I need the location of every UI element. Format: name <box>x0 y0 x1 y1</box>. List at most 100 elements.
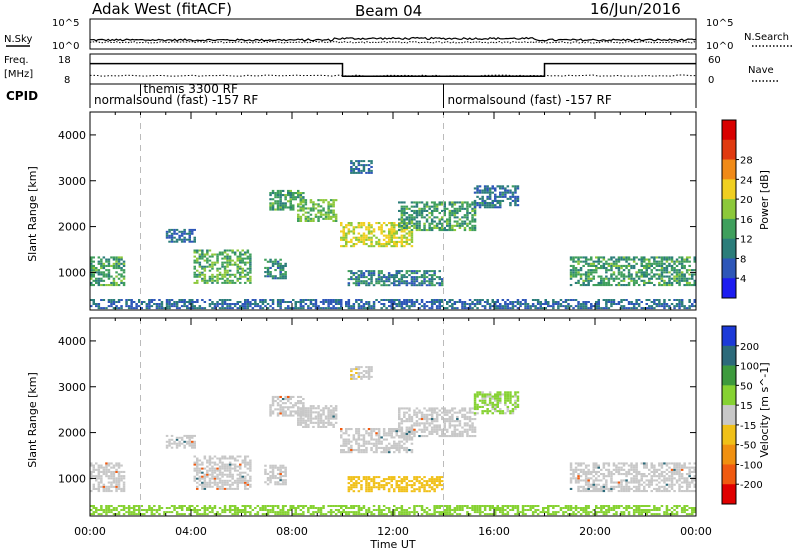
heatmap-cell <box>600 279 603 282</box>
heatmap-cell <box>117 479 121 482</box>
heatmap-cell <box>400 280 404 283</box>
heatmap-cell <box>236 487 239 490</box>
heatmap-cell <box>420 207 424 210</box>
heatmap-cell <box>188 236 191 239</box>
heatmap-cell <box>486 197 489 200</box>
heatmap-cell <box>382 303 386 305</box>
heatmap-cell <box>228 461 232 464</box>
heatmap-cell <box>456 224 459 227</box>
heatmap-cell <box>140 303 143 305</box>
heatmap-cell <box>433 418 436 421</box>
heatmap-cell <box>382 438 386 441</box>
heatmap-cell <box>385 299 388 301</box>
heatmap-cell <box>435 430 439 433</box>
heatmap-cell <box>117 256 121 259</box>
heatmap-cell <box>506 197 510 200</box>
heatmap-cell <box>430 422 434 425</box>
heatmap-cell <box>688 256 691 259</box>
heatmap-cell <box>193 249 196 252</box>
heatmap-cell <box>249 301 252 303</box>
heatmap-cell <box>375 486 378 489</box>
heatmap-cell <box>329 307 333 310</box>
heatmap-cell <box>297 307 300 310</box>
heatmap-cell <box>221 509 224 511</box>
heatmap-cell <box>471 224 474 227</box>
heatmap-cell <box>228 511 232 514</box>
heatmap-cell <box>653 260 656 263</box>
heatmap-cell <box>612 481 616 484</box>
heatmap-cell <box>481 195 484 198</box>
heatmap-cell <box>668 271 671 274</box>
heatmap-cell <box>640 307 643 310</box>
heatmap-cell <box>685 481 689 484</box>
heatmap-cell <box>433 209 436 212</box>
heatmap-cell <box>266 266 270 269</box>
heatmap-cell <box>665 284 669 287</box>
heatmap-cell <box>430 303 434 305</box>
heatmap-cell <box>516 391 520 394</box>
heatmap-cell <box>355 366 358 369</box>
heatmap-cell <box>617 271 621 274</box>
heatmap-cell <box>501 193 505 196</box>
heatmap-cell <box>271 277 275 280</box>
heatmap-cell <box>276 305 280 308</box>
heatmap-cell <box>221 273 224 276</box>
heatmap-cell <box>208 299 212 301</box>
heatmap-cell <box>461 435 464 438</box>
heatmap-cell <box>289 206 292 209</box>
heatmap-cell <box>451 407 454 410</box>
heatmap-cell <box>97 284 101 287</box>
heatmap-cell <box>191 228 194 231</box>
heatmap-cell <box>307 423 310 426</box>
heatmap-cell <box>233 507 237 509</box>
heatmap-cell <box>595 301 598 303</box>
heatmap-cell <box>367 370 371 373</box>
heatmap-cell <box>274 202 277 205</box>
heatmap-cell <box>428 409 431 412</box>
heatmap-cell <box>478 197 482 200</box>
heatmap-cell <box>362 224 366 227</box>
heatmap-cell <box>100 271 103 274</box>
heatmap-cell <box>420 274 424 277</box>
heatmap-cell <box>90 275 93 278</box>
heatmap-cell <box>650 277 653 280</box>
heatmap-cell <box>352 438 356 441</box>
heatmap-cell <box>680 258 684 261</box>
heatmap-cell <box>115 481 118 484</box>
heatmap-cell <box>395 230 398 233</box>
heatmap-cell <box>446 413 449 416</box>
heatmap-cell <box>680 299 684 301</box>
heatmap-cell <box>425 409 429 412</box>
heatmap-cell <box>264 472 267 475</box>
heatmap-cell <box>410 282 414 285</box>
heatmap-cell <box>377 245 381 248</box>
heatmap-cell <box>168 438 171 441</box>
heatmap-cell <box>587 271 590 274</box>
heatmap-cell <box>602 487 606 490</box>
heatmap-cell <box>410 432 414 435</box>
heatmap-cell <box>382 243 386 246</box>
heatmap-cell <box>398 488 401 491</box>
heatmap-cell <box>228 259 232 262</box>
heatmap-cell <box>499 307 502 310</box>
heatmap-cell <box>355 438 358 441</box>
heatmap-cell <box>236 481 239 484</box>
heatmap-cell <box>423 480 426 483</box>
heatmap-cell <box>637 490 641 493</box>
heatmap-cell <box>420 214 424 217</box>
heatmap-cell <box>246 271 250 274</box>
heatmap-cell <box>398 229 401 232</box>
heatmap-cell <box>435 480 439 483</box>
heatmap-cell <box>329 209 333 212</box>
heatmap-cell <box>413 488 416 491</box>
heatmap-cell <box>433 484 436 487</box>
heatmap-cell <box>170 434 174 437</box>
heatmap-cell <box>600 468 603 471</box>
heatmap-cell <box>122 505 126 507</box>
heatmap-cell <box>213 479 217 482</box>
heatmap-cell <box>491 395 494 398</box>
heatmap-cell <box>463 303 467 305</box>
heatmap-cell <box>476 191 479 194</box>
heatmap-cell <box>249 305 252 308</box>
heatmap-cell <box>180 238 184 241</box>
